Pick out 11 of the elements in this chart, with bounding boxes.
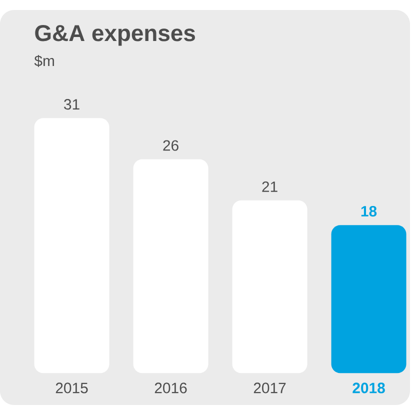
x-tick-label: 2018 [352, 382, 385, 394]
chart-title: G&A expenses [35, 25, 195, 46]
data-label: 26 [163, 140, 178, 151]
x-tick-label: 2017 [254, 382, 286, 394]
y-axis-title: $m [34, 54, 54, 68]
data-label: 31 [64, 99, 80, 110]
x-tick-label: 2016 [154, 382, 187, 394]
x-tick-label: 2015 [56, 382, 88, 394]
data-label: 21 [262, 181, 278, 192]
data-label: 18 [361, 206, 377, 217]
bar [331, 225, 406, 374]
